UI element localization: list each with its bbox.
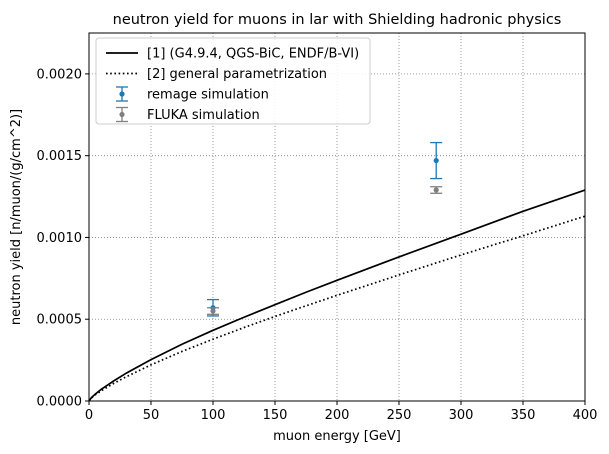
legend-entry-label: remage simulation: [147, 88, 269, 103]
axes: 0 50 100 150 200 250 300 350 400 0.0000 0.0005 0.00…: [37, 67, 598, 423]
legend: [1] (G4.9.4, QGS-BiC, ENDF/B-VI) [2] gene…: [95, 37, 371, 125]
y-tick-label: 0.0015: [37, 149, 83, 164]
legend-entry-label: [2] general parametrization: [147, 67, 327, 82]
legend-box: [95, 37, 371, 125]
legend-entry-label: [1] (G4.9.4, QGS-BiC, ENDF/B-VI): [147, 47, 359, 62]
y-tick-label: 0.0020: [37, 67, 83, 82]
x-tick-label: 50: [143, 408, 160, 423]
x-tick-label: 250: [387, 408, 412, 423]
x-tick-label: 350: [511, 408, 536, 423]
y-tick-label: 0.0005: [37, 313, 83, 328]
legend-marker: [119, 111, 125, 118]
legend-entry-label: FLUKA simulation: [147, 108, 260, 123]
x-tick-label: 0: [85, 408, 93, 423]
x-tick-label: 200: [325, 408, 350, 423]
data-series: [88, 141, 586, 402]
y-tick-label: 0.0010: [37, 231, 83, 246]
x-tick-label: 150: [263, 408, 288, 423]
g4-reference-curve: [88, 189, 586, 402]
y-tick-label: 0.0000: [37, 395, 83, 410]
y-axis-label: neutron yield [n/muon/(g/cm^2)]: [9, 109, 24, 325]
x-axis-label: muon energy [GeV]: [273, 429, 401, 444]
x-tick-label: 300: [449, 408, 474, 423]
x-tick-label: 400: [573, 408, 598, 423]
x-tick-label: 100: [201, 408, 226, 423]
legend-marker: [119, 91, 125, 97]
chart-title: neutron yield for muons in lar with Shie…: [113, 12, 562, 28]
fluka-data-point: [210, 308, 216, 314]
fluka-data-point: [433, 187, 439, 193]
remage-data-point: [433, 157, 439, 164]
parametrization-curve: [88, 215, 586, 402]
